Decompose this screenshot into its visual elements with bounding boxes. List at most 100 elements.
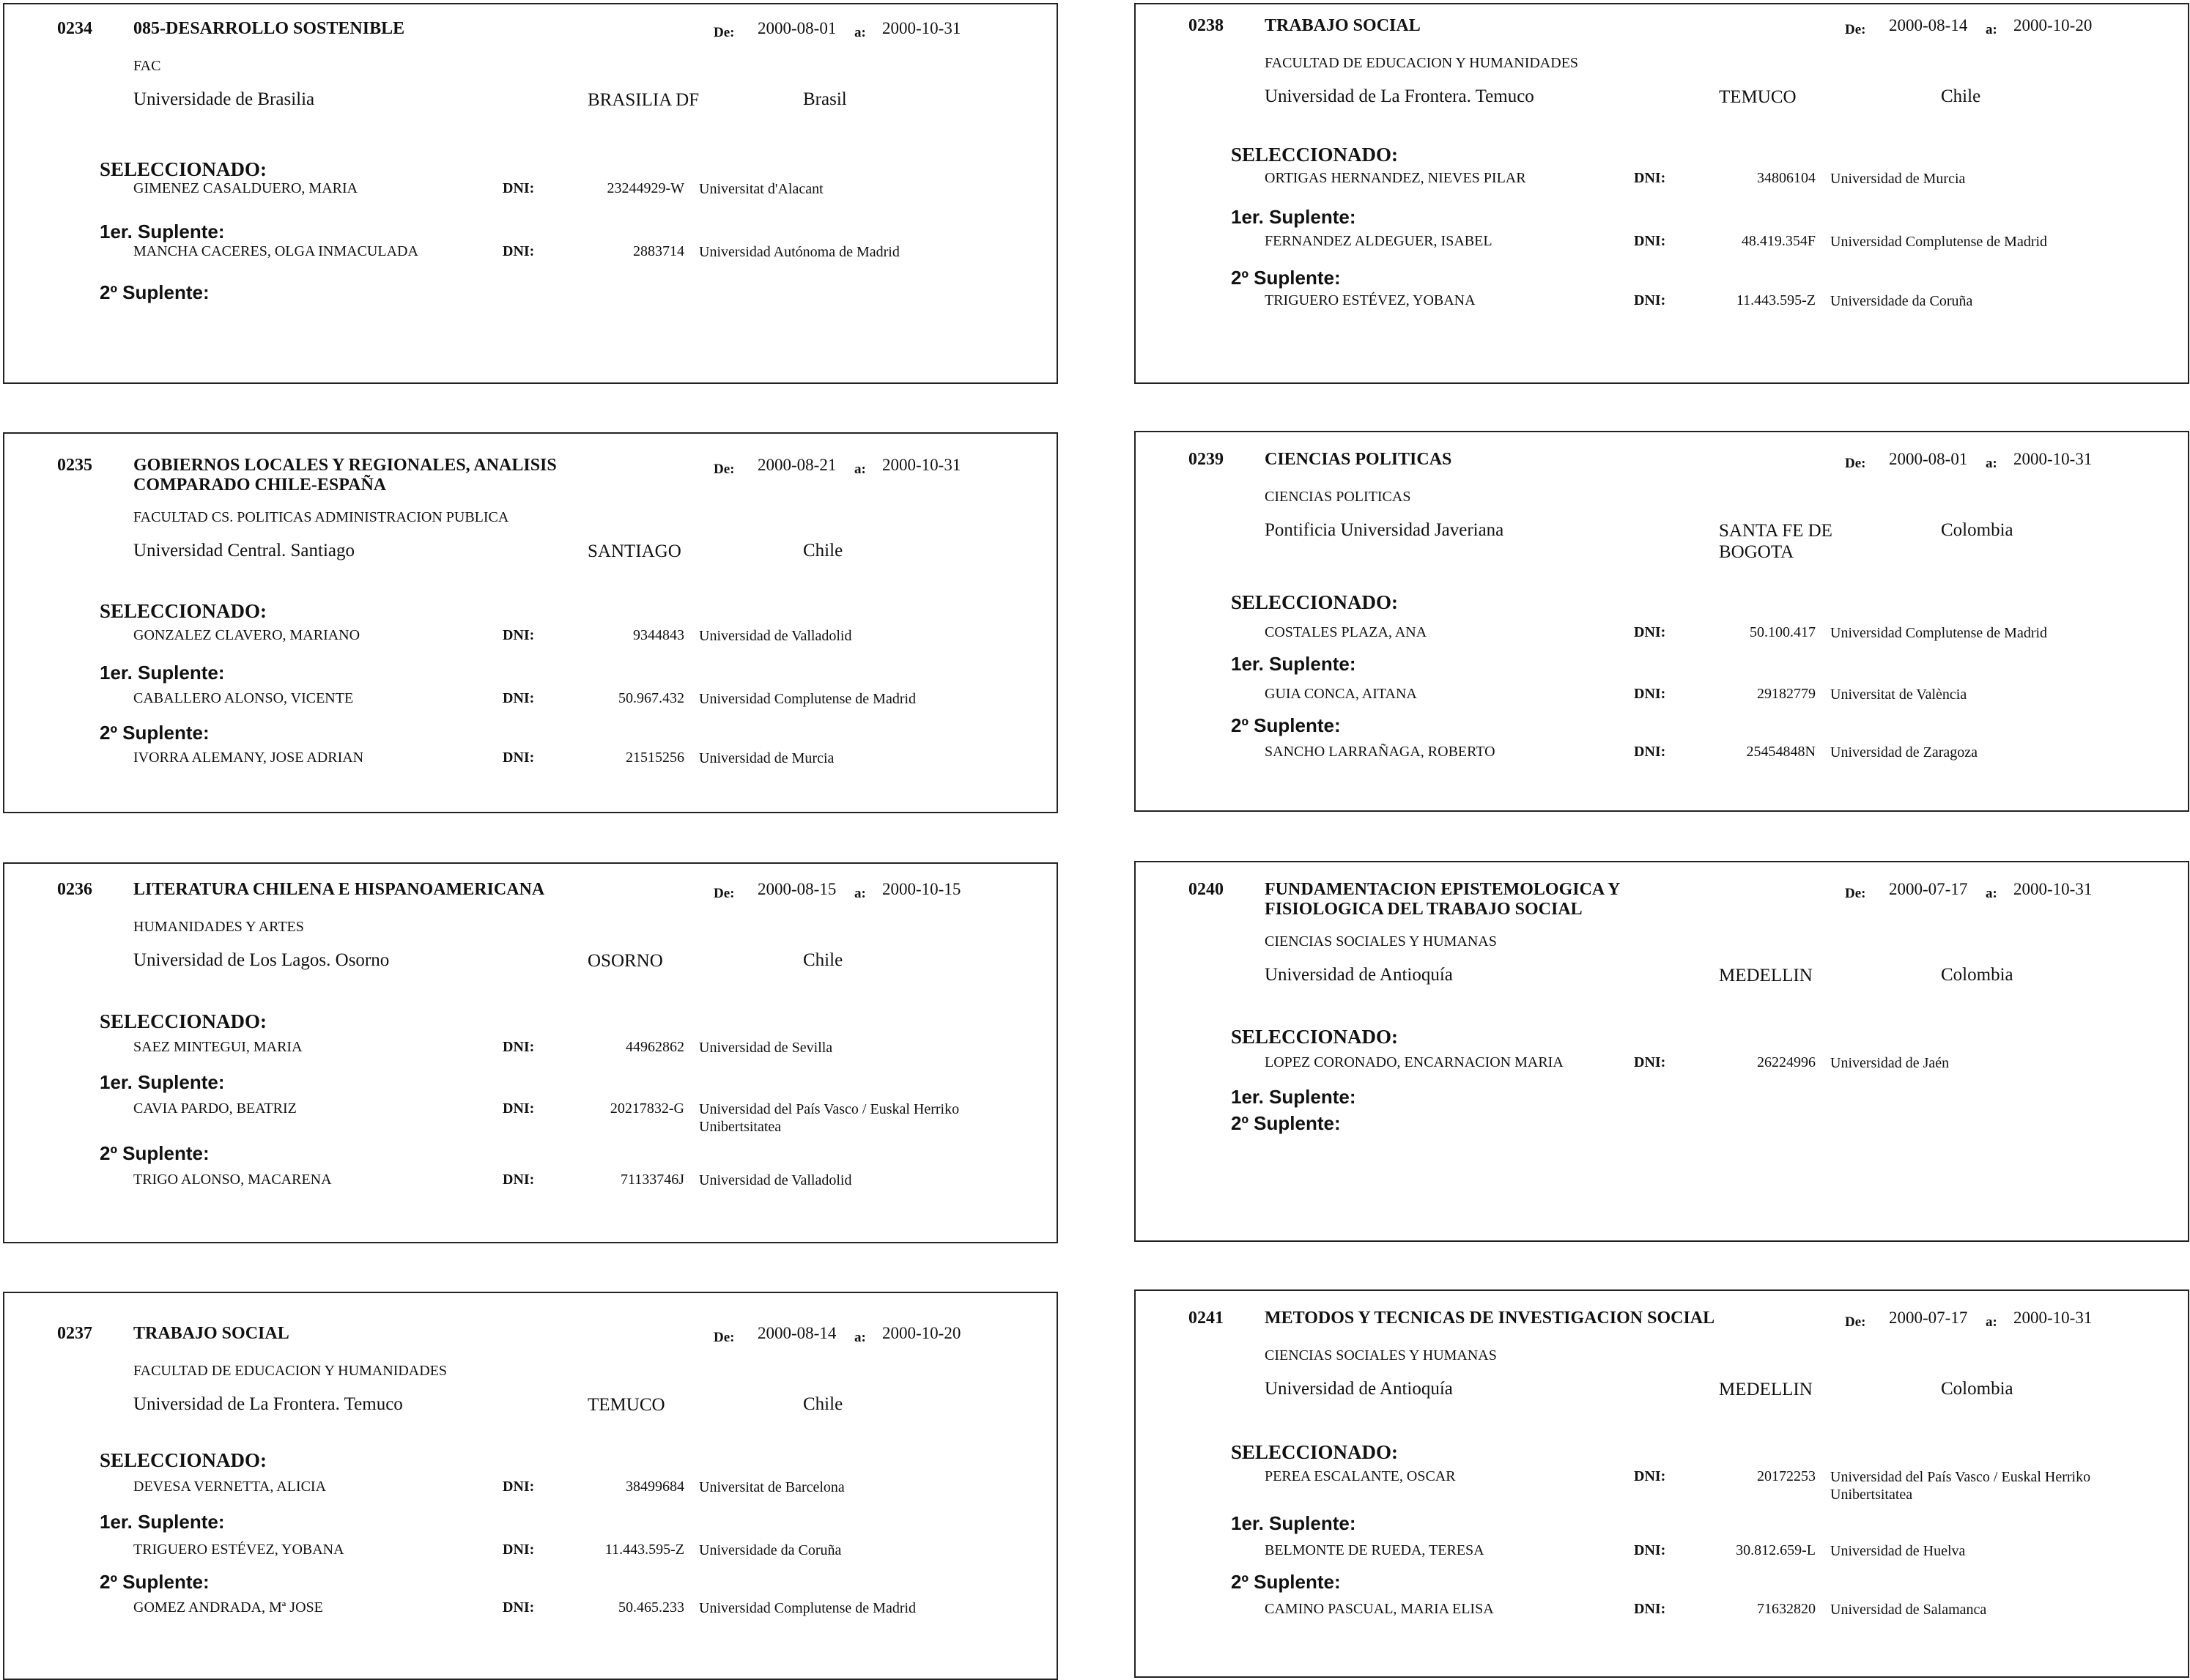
record-code: 0240: [1188, 880, 1224, 899]
from-label: De:: [1845, 456, 1866, 471]
dni-value: 11.443.595-Z: [604, 1542, 684, 1558]
dni-label: DNI:: [503, 690, 535, 706]
dni-label: DNI:: [503, 1542, 535, 1558]
from-date: 2000-08-01: [758, 19, 837, 37]
host-city: BRASILIA DF: [588, 90, 700, 110]
dni-value: 29182779: [1757, 686, 1816, 702]
from-label: De:: [1845, 22, 1866, 37]
person-name: PEREA ESCALANTE, OSCAR: [1265, 1468, 1456, 1484]
person-name: IVORRA ALEMANY, JOSE ADRIAN: [133, 750, 364, 766]
record-title: 085-DESARROLLO SOSTENIBLE: [133, 19, 405, 38]
person-university: Universidad Complutense de Madrid: [699, 1600, 917, 1616]
dni-label: DNI:: [1634, 686, 1666, 702]
suplente2-label: 2º Suplente:: [100, 1142, 210, 1164]
host-country: Colombia: [1941, 965, 2013, 985]
person-university: Universidad Complutense de Madrid: [699, 691, 917, 707]
record-code: 0239: [1188, 450, 1224, 469]
to-label: a:: [1986, 886, 1997, 901]
dni-value: 48.419.354F: [1741, 233, 1816, 249]
host-city: SANTA FE DE BOGOTA: [1719, 521, 1832, 562]
to-date: 2000-10-31: [882, 19, 961, 37]
person-university: Universidad de Sevilla: [699, 1040, 833, 1056]
host-university: Universidad de La Frontera. Temuco: [1265, 86, 1534, 106]
host-university: Pontificia Universidad Javeriana: [1265, 520, 1504, 540]
from-label: De:: [714, 886, 735, 901]
host-country: Brasil: [803, 89, 847, 109]
suplente2-label: 2º Suplente:: [1231, 714, 1341, 736]
suplente1-label: 1er. Suplente:: [1231, 1086, 1356, 1108]
dni-label: DNI:: [1634, 233, 1666, 249]
dni-label: DNI:: [503, 627, 535, 643]
record-card: 0239 CIENCIAS POLITICAS De: 2000-08-01 a: 200…: [1134, 431, 2189, 812]
person-name: DEVESA VERNETTA, ALICIA: [133, 1479, 327, 1495]
from-label: De:: [714, 1330, 735, 1345]
person-name: CABALLERO ALONSO, VICENTE: [133, 690, 354, 706]
to-label: a:: [854, 1330, 866, 1345]
faculty: CIENCIAS POLITICAS: [1265, 489, 1411, 505]
record-title: TRABAJO SOCIAL: [133, 1324, 289, 1343]
dni-value: 23244929-W: [607, 180, 684, 196]
to-label: a:: [854, 25, 866, 40]
person-university: Universidad del País Vasco / Euskal Herr…: [699, 1101, 960, 1135]
seleccionado-label: SELECCIONADO:: [100, 1449, 267, 1471]
seleccionado-label: SELECCIONADO:: [100, 600, 267, 622]
person-university: Universidade da Coruña: [699, 1542, 842, 1558]
person-university: Universidade da Coruña: [1830, 293, 1973, 309]
suplente2-label: 2º Suplente:: [100, 281, 210, 303]
dni-label: DNI:: [503, 750, 535, 766]
person-university: Universitat de Barcelona: [699, 1479, 845, 1495]
faculty: CIENCIAS SOCIALES Y HUMANAS: [1265, 933, 1497, 950]
dni-label: DNI:: [1634, 1542, 1666, 1558]
from-date: 2000-07-17: [1889, 1309, 1968, 1327]
person-name: CAVIA PARDO, BEATRIZ: [133, 1100, 297, 1117]
host-university: Universidad Central. Santiago: [133, 541, 355, 560]
from-date: 2000-08-14: [1889, 16, 1968, 34]
person-name: BELMONTE DE RUEDA, TERESA: [1265, 1542, 1484, 1558]
to-date: 2000-10-31: [2013, 1309, 2093, 1327]
record-card: 0236 LITERATURA CHILENA E HISPANOAMERICAN…: [3, 862, 1058, 1243]
from-date: 2000-07-17: [1889, 880, 1968, 898]
to-date: 2000-10-31: [882, 456, 961, 474]
person-name: TRIGO ALONSO, MACARENA: [133, 1172, 332, 1188]
dni-label: DNI:: [503, 243, 535, 259]
suplente2-label: 2º Suplente:: [1231, 267, 1341, 289]
suplente1-label: 1er. Suplente:: [100, 1071, 225, 1093]
dni-label: DNI:: [1634, 292, 1666, 308]
host-city: OSORNO: [588, 951, 663, 971]
dni-label: DNI:: [1634, 170, 1666, 186]
record-code: 0234: [57, 19, 92, 38]
person-name: LOPEZ CORONADO, ENCARNACION MARIA: [1265, 1054, 1564, 1070]
seleccionado-label: SELECCIONADO:: [1231, 1441, 1399, 1463]
from-label: De:: [1845, 886, 1866, 901]
dni-value: 26224996: [1757, 1054, 1816, 1070]
host-city: MEDELLIN: [1719, 966, 1813, 985]
dni-value: 50.465.233: [618, 1599, 684, 1616]
host-country: Chile: [803, 541, 843, 560]
person-name: COSTALES PLAZA, ANA: [1265, 624, 1427, 640]
person-name: ORTIGAS HERNANDEZ, NIEVES PILAR: [1265, 170, 1526, 186]
dni-label: DNI:: [503, 1599, 535, 1616]
dni-label: DNI:: [503, 1100, 535, 1117]
dni-label: DNI:: [503, 1479, 535, 1495]
to-label: a:: [854, 462, 866, 477]
seleccionado-label: SELECCIONADO:: [1231, 591, 1399, 613]
seleccionado-label: SELECCIONADO:: [100, 1010, 267, 1032]
record-code: 0237: [57, 1324, 92, 1343]
to-label: a:: [1986, 456, 1997, 471]
person-name: GOMEZ ANDRADA, Mª JOSE: [133, 1599, 323, 1616]
to-label: a:: [1986, 1314, 1997, 1330]
dni-label: DNI:: [1634, 1468, 1666, 1484]
record-code: 0241: [1188, 1309, 1224, 1328]
person-university: Universidad de Murcia: [699, 750, 835, 766]
person-university: Universidad Complutense de Madrid: [1830, 234, 2048, 250]
suplente2-label: 2º Suplente:: [1231, 1112, 1341, 1134]
seleccionado-label: SELECCIONADO:: [100, 158, 267, 180]
person-name: FERNANDEZ ALDEGUER, ISABEL: [1265, 233, 1492, 249]
person-university: Universidad de Huelva: [1830, 1543, 1966, 1559]
dni-value: 20172253: [1757, 1468, 1816, 1484]
person-university: Universidad de Valladolid: [699, 628, 852, 644]
person-name: TRIGUERO ESTÉVEZ, YOBANA: [133, 1542, 344, 1558]
seleccionado-label: SELECCIONADO:: [1231, 144, 1399, 166]
from-date: 2000-08-15: [758, 880, 837, 898]
to-date: 2000-10-31: [2013, 880, 2093, 898]
